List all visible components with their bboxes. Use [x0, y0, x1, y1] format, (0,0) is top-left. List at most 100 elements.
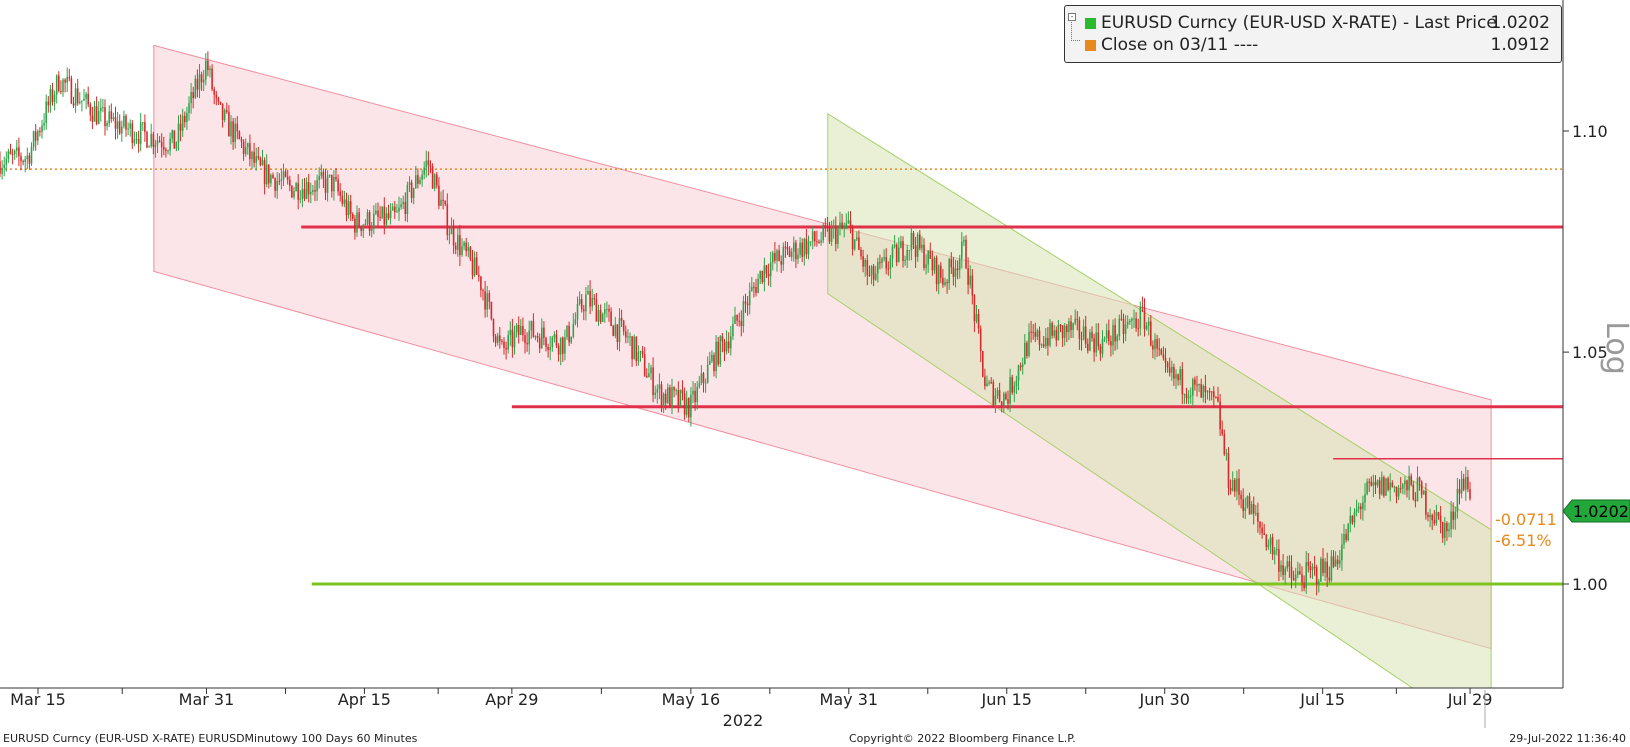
candle-body: [740, 321, 743, 327]
legend-item-close[interactable]: Close on 03/11 ---- 1.0912: [1085, 34, 1550, 56]
candle: [1399, 477, 1402, 494]
candle-body: [339, 191, 341, 196]
candle-body: [1450, 511, 1452, 530]
candle: [1225, 448, 1228, 461]
candle-body: [484, 291, 486, 310]
legend-collapse-toggle[interactable]: -: [1068, 13, 1076, 21]
candle-body: [326, 175, 329, 193]
candle: [597, 304, 600, 326]
candle: [1049, 319, 1051, 348]
candle: [81, 100, 83, 112]
candle-body: [688, 398, 690, 418]
candle-body: [475, 257, 478, 275]
candle-body: [967, 268, 969, 285]
candle-body: [1183, 394, 1186, 396]
candle-body: [81, 100, 83, 102]
candle-body: [171, 130, 173, 139]
candle: [318, 167, 320, 189]
candle-body: [47, 101, 50, 106]
candle: [471, 249, 474, 280]
candle: [635, 336, 638, 367]
candle-body: [1351, 515, 1354, 523]
candle-body: [492, 319, 495, 337]
candle-body: [70, 78, 73, 104]
candle-body: [1200, 383, 1202, 398]
candle: [444, 200, 446, 207]
candle-body: [100, 107, 102, 111]
candle: [958, 254, 961, 279]
candle-body: [612, 325, 614, 336]
candle: [1255, 504, 1257, 517]
candle-body: [940, 265, 942, 278]
candle: [163, 136, 165, 156]
candle: [1402, 482, 1404, 495]
candle: [331, 174, 333, 198]
candle-body: [585, 294, 587, 312]
candle-body: [841, 222, 843, 228]
candle-body: [555, 334, 558, 346]
candle-body: [541, 327, 543, 349]
candle-body: [1185, 394, 1188, 399]
candle: [144, 114, 146, 142]
candle: [1320, 556, 1322, 582]
candle-body: [713, 354, 715, 372]
candle-body: [1387, 478, 1389, 490]
candle-body: [494, 336, 497, 343]
candle: [442, 189, 444, 210]
candle-body: [289, 179, 291, 186]
candle-body: [1030, 331, 1032, 333]
candle-body: [557, 345, 560, 355]
candle-body: [213, 89, 215, 95]
candle: [862, 249, 864, 273]
candle: [822, 222, 824, 244]
candle-body: [637, 352, 640, 362]
candle-body: [482, 290, 484, 292]
candle: [990, 377, 992, 385]
candle-body: [135, 139, 138, 141]
candle-body: [635, 336, 638, 362]
candle: [656, 384, 659, 404]
candle: [748, 282, 751, 315]
candle: [282, 163, 285, 186]
candle: [759, 270, 761, 285]
candle-body: [1416, 477, 1419, 502]
candle-body: [568, 325, 570, 343]
candle-body: [165, 149, 167, 152]
candle-body: [576, 304, 579, 320]
x-tick-label: May 31: [820, 690, 879, 709]
candle: [286, 169, 289, 185]
candle-body: [1328, 577, 1331, 581]
candle: [85, 91, 87, 110]
candle-body: [1370, 481, 1373, 486]
candle-body: [93, 106, 96, 122]
candle-body: [270, 174, 272, 184]
candle: [1450, 500, 1452, 538]
candle: [181, 108, 184, 137]
candle-body: [1469, 489, 1471, 499]
candle: [175, 141, 178, 152]
candle: [408, 176, 411, 192]
candle: [1374, 475, 1377, 495]
candle-body: [1286, 561, 1289, 569]
candle-body: [1131, 318, 1133, 321]
legend-item-eurusd[interactable]: EURUSD Curncy (EUR-USD X-RATE) - Last Pr…: [1085, 12, 1550, 34]
candle: [1135, 312, 1137, 332]
candle-body: [1414, 499, 1417, 502]
candle: [1444, 517, 1446, 546]
candle: [967, 257, 969, 295]
candle: [352, 212, 354, 221]
candle-body: [452, 226, 455, 246]
candle: [1219, 393, 1221, 436]
legend-swatch-green: [1085, 18, 1096, 29]
candle-body: [352, 213, 354, 219]
candle-body: [417, 175, 419, 184]
candle: [423, 161, 425, 180]
candle: [1349, 506, 1352, 533]
candle: [32, 130, 35, 151]
candle: [1383, 475, 1385, 498]
candle: [1183, 393, 1186, 404]
candle: [289, 175, 291, 192]
candle-body: [341, 195, 344, 204]
candle: [1448, 522, 1450, 538]
candle-body: [1147, 321, 1150, 326]
